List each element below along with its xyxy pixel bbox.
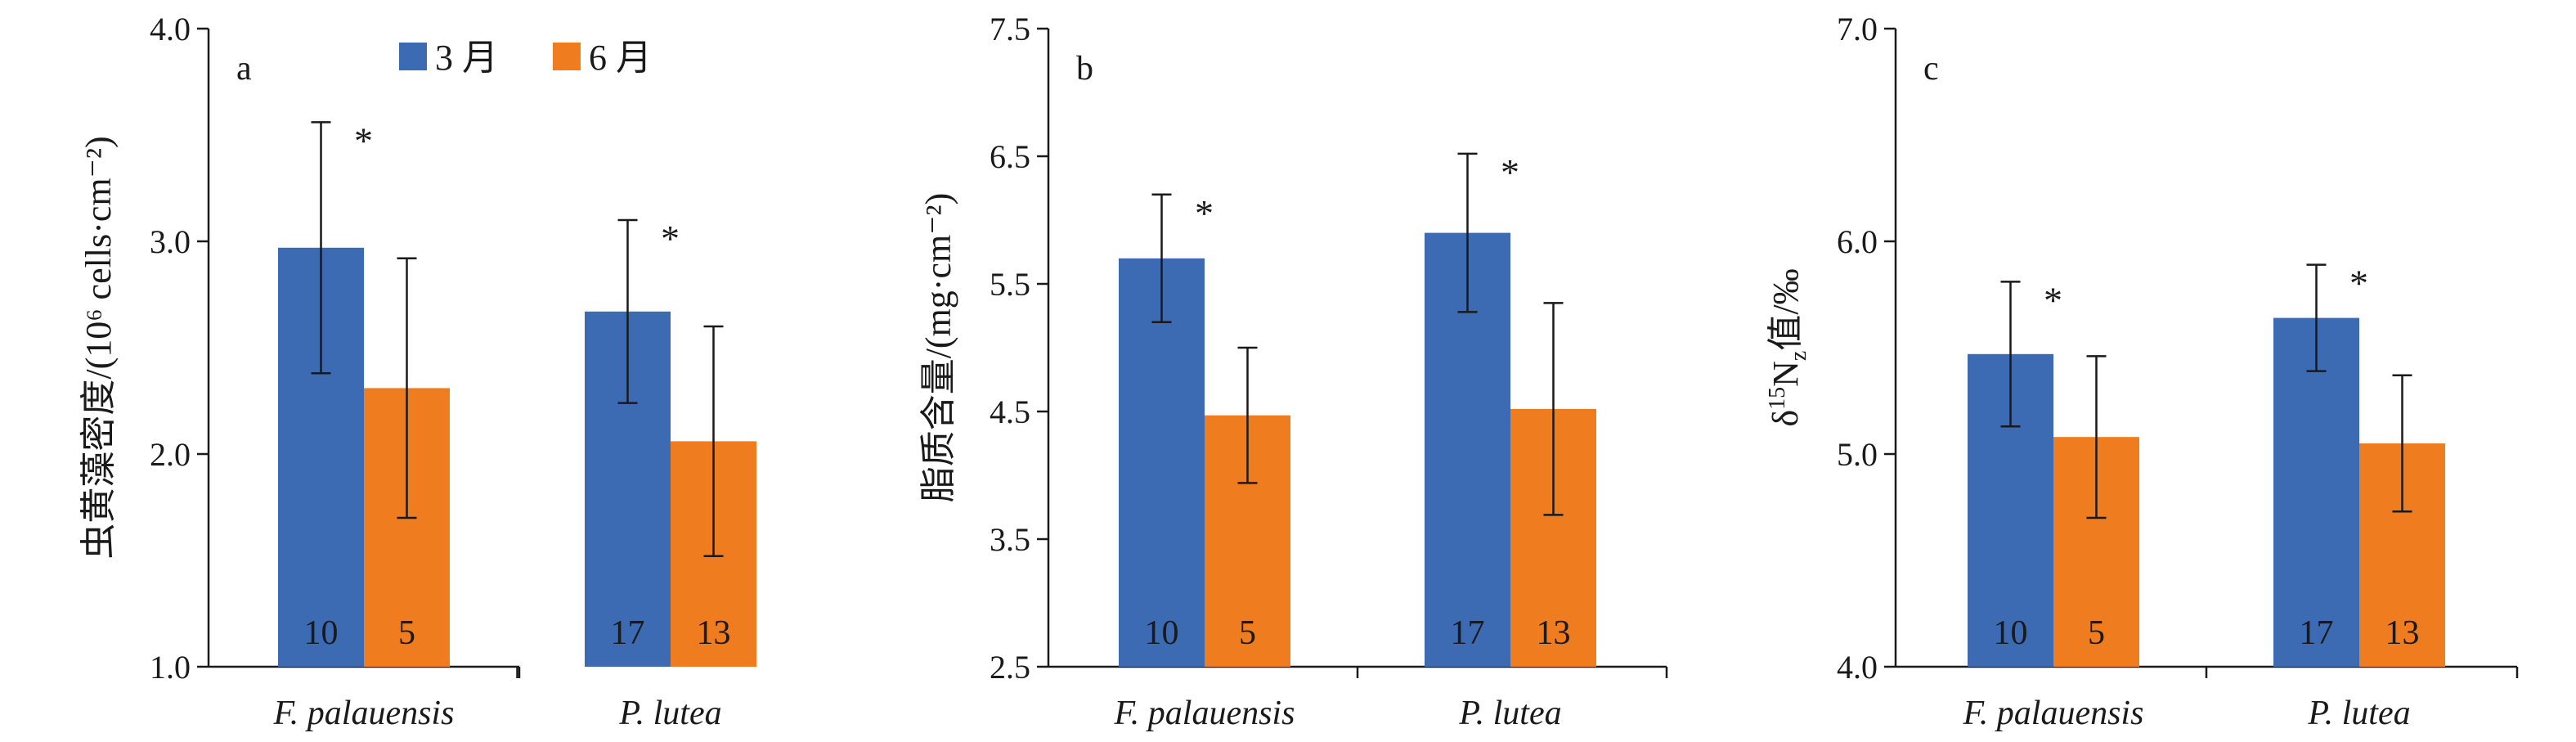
sample-size-label: 17 (2300, 614, 2334, 652)
y-tick-label: 7.0 (1837, 11, 1878, 47)
y-tick-label: 5.5 (990, 266, 1030, 303)
sample-size-label: 13 (697, 614, 731, 652)
y-tick-label: 3.0 (150, 223, 191, 260)
panel-letter: c (1923, 50, 1939, 88)
sample-size-label: 17 (1451, 614, 1485, 652)
panel-letter: b (1076, 50, 1093, 88)
significance-star: * (2349, 263, 2368, 304)
y-tick-label: 4.0 (150, 11, 191, 47)
significance-star: * (661, 218, 680, 259)
sample-size-label: 10 (1994, 614, 2028, 652)
sample-size-label: 17 (611, 614, 645, 652)
sample-size-label: 5 (398, 614, 415, 652)
significance-star: * (2044, 279, 2062, 321)
y-tick-label: 2.5 (990, 649, 1030, 686)
category-label: P. lutea (1458, 695, 1561, 732)
y-tick-label: 2.0 (150, 436, 191, 473)
y-tick-label: 7.5 (990, 11, 1030, 47)
legend-swatch-june (553, 43, 581, 70)
category-label: P. lutea (618, 695, 721, 732)
sample-size-label: 10 (1145, 614, 1179, 652)
y-tick-label: 6.5 (990, 138, 1030, 175)
category-label: F. palauensis (1114, 695, 1295, 732)
legend: 3 月 6 月 (399, 38, 652, 78)
panel-c: 4.0 5.0 6.0 7.0 c 10 5 * F. palauensis 17 13 * P. lu… (1765, 11, 2519, 732)
significance-star: * (1501, 151, 1519, 193)
y-tick-label: 4.0 (1837, 649, 1878, 686)
significance-star: * (1195, 192, 1214, 234)
legend-label-june: 6 月 (589, 38, 652, 78)
category-label: F. palauensis (273, 695, 455, 732)
y-tick-label: 5.0 (1837, 436, 1878, 473)
panel-b: 2.5 3.5 4.5 5.5 6.5 7.5 b 10 5 * F. palauensis 17 13… (918, 11, 1668, 732)
y-axis-title: 脂质含量/(mg·cm⁻²) (918, 193, 958, 503)
bar (2273, 317, 2359, 667)
y-tick-label: 1.0 (150, 649, 191, 686)
sample-size-label: 5 (2088, 614, 2105, 652)
bar (1119, 258, 1205, 667)
legend-label-march: 3 月 (435, 38, 498, 78)
y-tick-label: 4.5 (990, 393, 1030, 430)
sample-size-label: 10 (304, 614, 339, 652)
legend-swatch-march (399, 43, 427, 70)
significance-star: * (354, 119, 373, 161)
category-label: P. lutea (2307, 695, 2410, 732)
y-axis-title: 虫黄藻密度/(10⁶ cells·cm⁻²) (79, 136, 119, 559)
sample-size-label: 13 (1537, 614, 1571, 652)
category-label: F. palauensis (1963, 695, 2144, 732)
y-axis-title: δ15Nz值/‰ (1765, 268, 1811, 426)
panel-letter: a (236, 50, 252, 88)
panels: 1.0 2.0 3.0 4.0 a 10 5 * F. palauensis 17 13 * P. lu… (79, 11, 2519, 732)
y-tick-label: 6.0 (1837, 223, 1878, 260)
y-tick-label: 3.5 (990, 521, 1030, 558)
sample-size-label: 13 (2385, 614, 2420, 652)
panel-a: 1.0 2.0 3.0 4.0 a 10 5 * F. palauensis 17 13 * P. lu… (79, 11, 756, 732)
sample-size-label: 5 (1239, 614, 1256, 652)
